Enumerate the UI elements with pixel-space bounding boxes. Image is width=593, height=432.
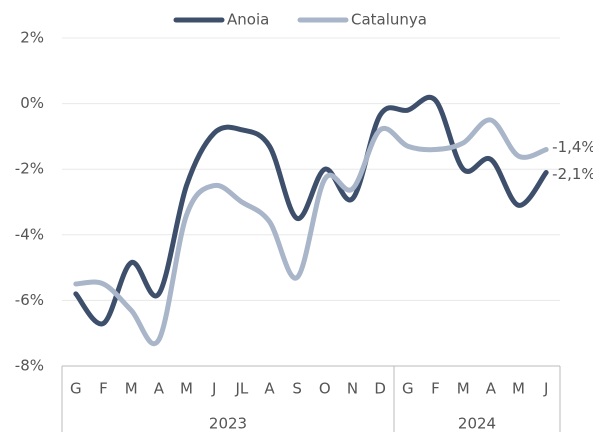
x-tick-label: M (125, 380, 138, 398)
x-tick-label: N (347, 380, 358, 398)
x-tick-label: M (457, 380, 470, 398)
x-tick-label: A (154, 380, 165, 398)
x-tick-label: J (211, 380, 216, 398)
x-tick-label: A (486, 380, 497, 398)
x-tick-label: M (512, 380, 525, 398)
y-tick-label: -4% (15, 225, 44, 243)
legend-label: Anoia (227, 11, 269, 29)
line-series (73, 117, 549, 346)
line-series (73, 94, 549, 327)
value-label: -2,1% (552, 165, 593, 183)
x-tick-label: G (70, 380, 82, 398)
x-tick-label: S (292, 380, 302, 398)
x-tick-label: F (431, 380, 440, 398)
x-tick-label: D (374, 380, 386, 398)
x-tick-label: O (319, 380, 331, 398)
year-label: 2023 (209, 415, 247, 432)
y-tick-label: -2% (15, 160, 44, 178)
x-tick-label: G (402, 380, 414, 398)
y-tick-label: -6% (15, 291, 44, 309)
y-tick-label: -8% (15, 357, 44, 375)
year-label: 2024 (458, 415, 496, 432)
y-tick-label: 0% (20, 94, 44, 112)
value-label: -1,4% (552, 138, 593, 156)
x-tick-label: A (264, 380, 275, 398)
x-tick-label: F (99, 380, 108, 398)
y-tick-label: 2% (20, 29, 44, 47)
x-tick-label: JL (234, 380, 248, 398)
legend-label: Catalunya (351, 11, 427, 29)
x-tick-label: J (543, 380, 548, 398)
x-tick-label: M (180, 380, 193, 398)
